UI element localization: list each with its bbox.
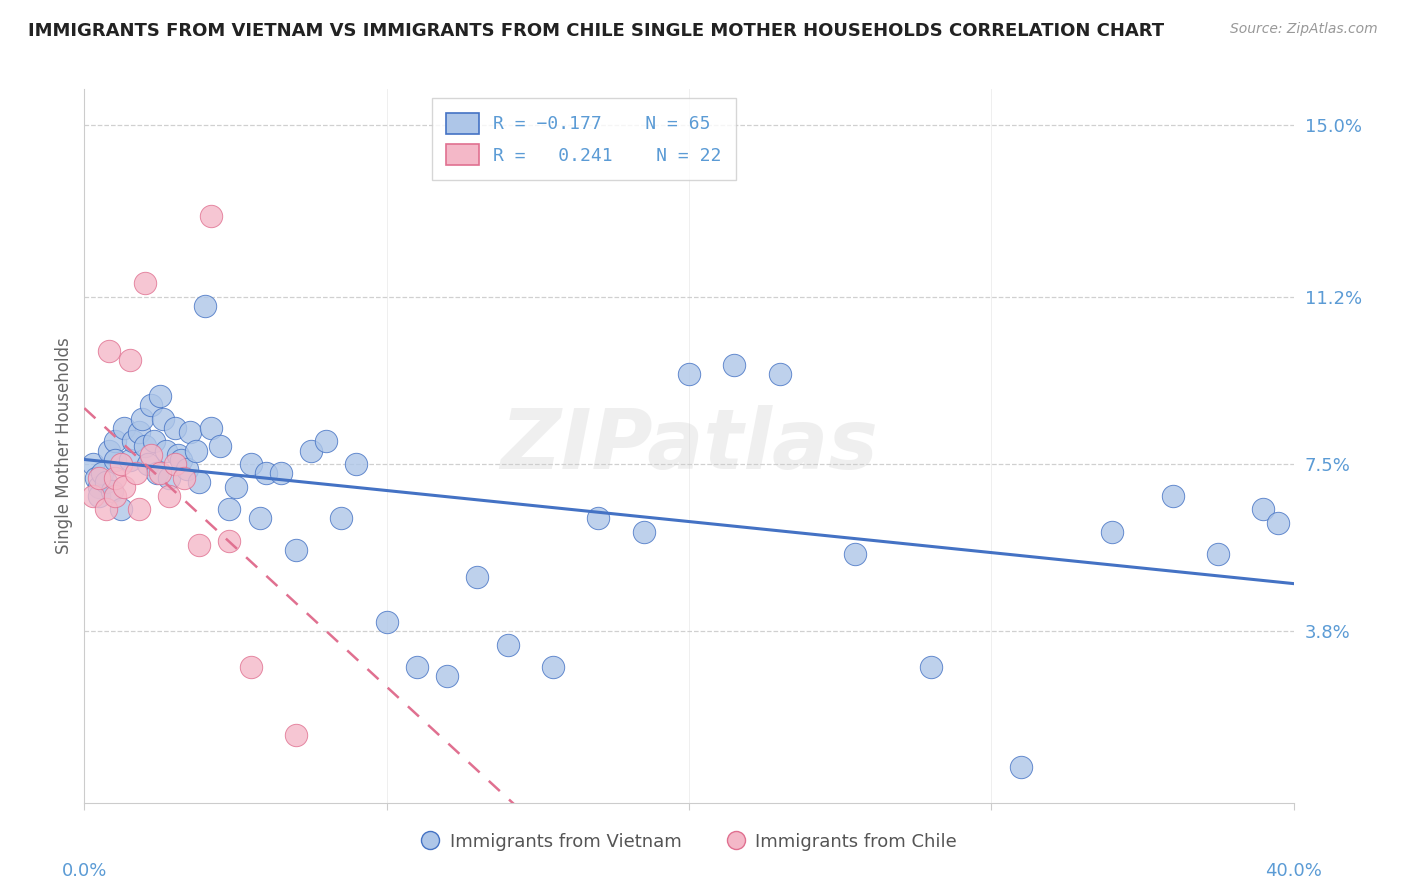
- Text: 40.0%: 40.0%: [1265, 862, 1322, 880]
- Point: [165, 421, 187, 435]
- Point: [86, 470, 108, 484]
- Point: [82, 489, 104, 503]
- Point: [1161, 489, 1184, 503]
- Point: [94, 502, 117, 516]
- Point: [149, 389, 172, 403]
- Point: [121, 434, 143, 449]
- Point: [131, 412, 153, 426]
- Point: [167, 448, 190, 462]
- Point: [188, 538, 211, 552]
- Point: [118, 452, 141, 467]
- Point: [110, 502, 132, 516]
- Point: [239, 457, 262, 471]
- Point: [157, 489, 180, 503]
- Point: [146, 466, 169, 480]
- Point: [104, 452, 127, 467]
- Point: [97, 344, 120, 359]
- Point: [249, 511, 271, 525]
- Point: [254, 466, 277, 480]
- Point: [194, 299, 217, 313]
- Point: [315, 434, 337, 449]
- Point: [588, 511, 610, 525]
- Point: [82, 457, 104, 471]
- Point: [633, 524, 655, 539]
- Point: [176, 461, 198, 475]
- Point: [139, 398, 162, 412]
- Point: [110, 457, 132, 471]
- Point: [1253, 502, 1275, 516]
- Y-axis label: Single Mother Households: Single Mother Households: [55, 338, 73, 554]
- Point: [285, 542, 308, 557]
- Point: [844, 548, 866, 562]
- Point: [1267, 516, 1289, 530]
- Text: 0.0%: 0.0%: [62, 862, 107, 880]
- Point: [165, 457, 187, 471]
- Point: [225, 480, 247, 494]
- Point: [406, 660, 429, 674]
- Point: [218, 502, 240, 516]
- Point: [270, 466, 292, 480]
- Point: [285, 728, 308, 742]
- Point: [112, 421, 135, 435]
- Point: [541, 660, 564, 674]
- Point: [239, 660, 262, 674]
- Point: [1011, 759, 1033, 773]
- Point: [139, 448, 162, 462]
- Point: [375, 615, 398, 629]
- Point: [91, 466, 114, 480]
- Point: [157, 470, 180, 484]
- Point: [104, 489, 127, 503]
- Point: [170, 452, 193, 467]
- Text: Source: ZipAtlas.com: Source: ZipAtlas.com: [1230, 22, 1378, 37]
- Point: [89, 480, 111, 494]
- Point: [104, 470, 127, 484]
- Point: [128, 502, 150, 516]
- Point: [436, 669, 458, 683]
- Point: [128, 425, 150, 440]
- Point: [200, 421, 222, 435]
- Point: [104, 434, 127, 449]
- Point: [218, 533, 240, 548]
- Point: [118, 353, 141, 368]
- Point: [97, 443, 120, 458]
- Point: [346, 457, 368, 471]
- Point: [678, 367, 700, 381]
- Point: [89, 470, 111, 484]
- Point: [920, 660, 942, 674]
- Point: [155, 443, 177, 458]
- Point: [496, 638, 519, 652]
- Point: [200, 209, 222, 223]
- Point: [188, 475, 211, 490]
- Point: [136, 457, 159, 471]
- Point: [89, 489, 111, 503]
- Point: [94, 475, 117, 490]
- Point: [142, 434, 165, 449]
- Text: ZIPatlas: ZIPatlas: [501, 406, 877, 486]
- Point: [1101, 524, 1123, 539]
- Point: [467, 570, 489, 584]
- Point: [134, 277, 156, 291]
- Point: [134, 439, 156, 453]
- Text: IMMIGRANTS FROM VIETNAM VS IMMIGRANTS FROM CHILE SINGLE MOTHER HOUSEHOLDS CORREL: IMMIGRANTS FROM VIETNAM VS IMMIGRANTS FR…: [28, 22, 1164, 40]
- Point: [152, 412, 174, 426]
- Point: [186, 443, 208, 458]
- Point: [125, 466, 148, 480]
- Point: [330, 511, 353, 525]
- Point: [179, 425, 201, 440]
- Point: [149, 466, 172, 480]
- Point: [100, 484, 122, 499]
- Point: [209, 439, 232, 453]
- Point: [769, 367, 792, 381]
- Point: [173, 470, 195, 484]
- Point: [723, 358, 745, 372]
- Point: [112, 480, 135, 494]
- Point: [299, 443, 322, 458]
- Point: [1206, 548, 1229, 562]
- Legend: Immigrants from Vietnam, Immigrants from Chile: Immigrants from Vietnam, Immigrants from…: [413, 826, 965, 858]
